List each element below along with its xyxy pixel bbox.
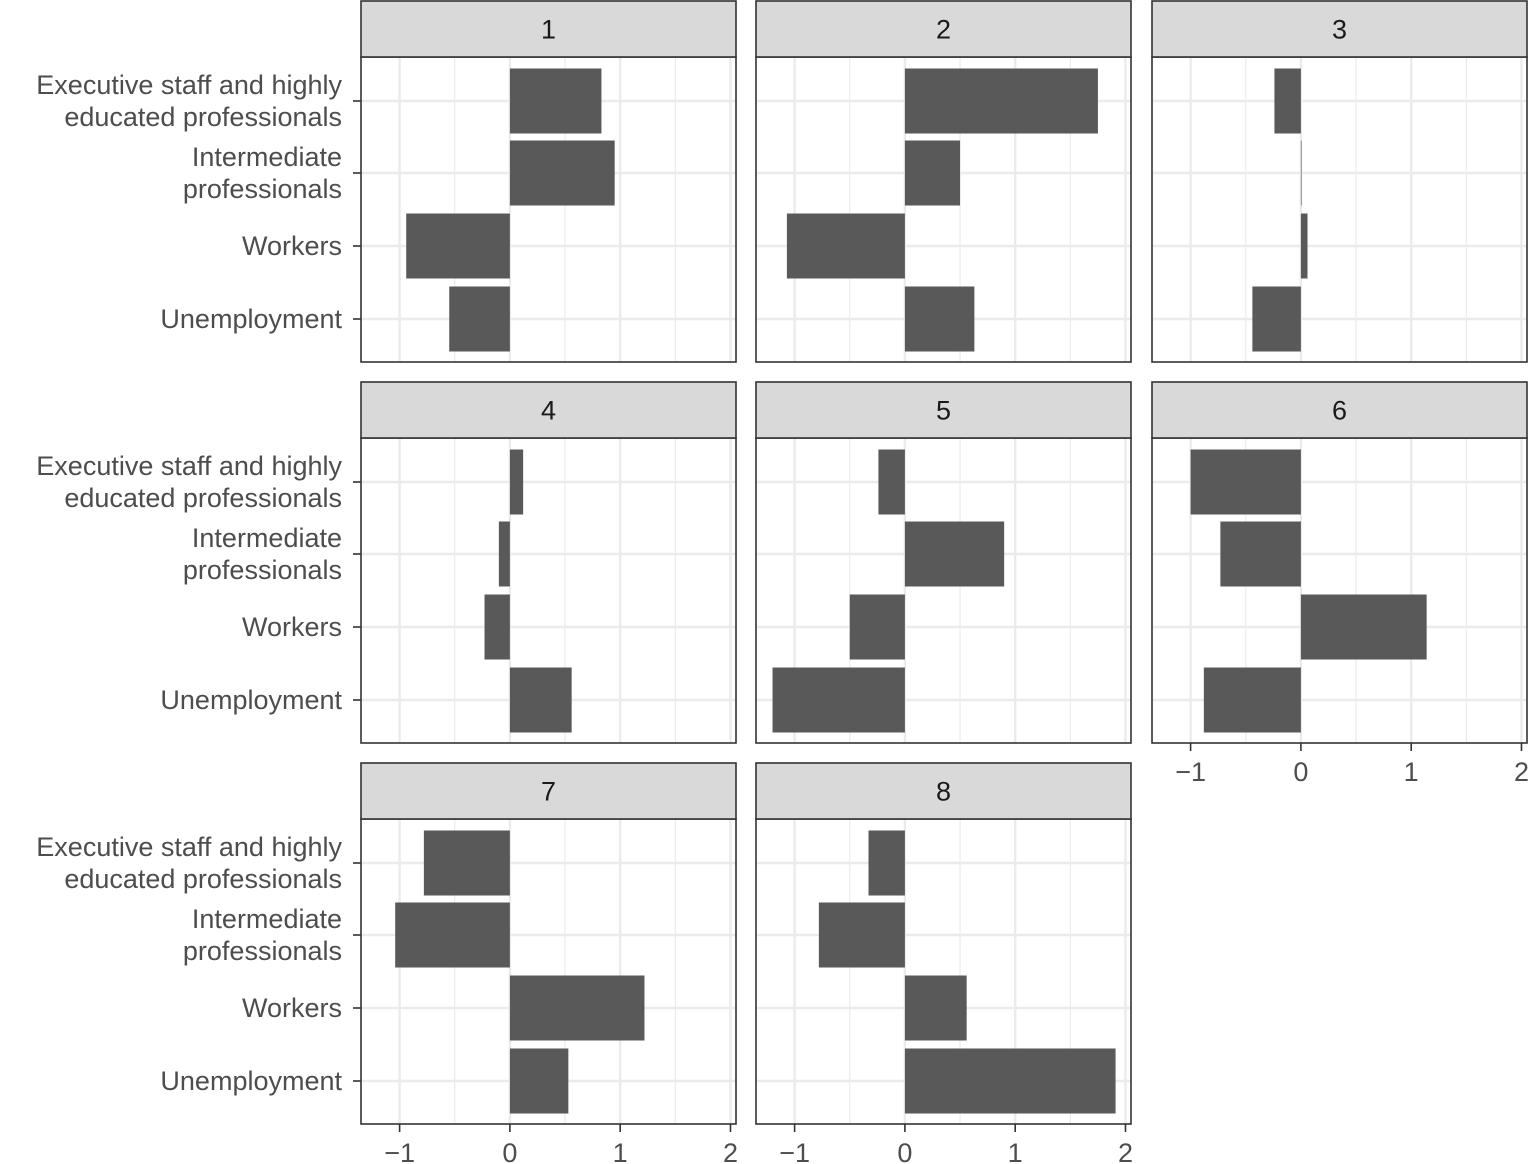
bar [904,286,975,352]
category-label: educated professionals [64,864,342,894]
x-tick-label: 0 [897,1138,912,1164]
bar [509,68,602,134]
bar [904,975,967,1041]
bar [1220,521,1301,587]
category-label: Unemployment [160,1066,342,1096]
x-tick-label: −1 [779,1138,810,1164]
bar [423,830,510,896]
category-label: professionals [183,936,342,966]
facet-strip-label: 4 [541,396,556,426]
facet-strip [360,0,737,58]
bar [395,902,510,968]
category-label: Unemployment [160,304,342,334]
facet-strip-label: 1 [541,15,556,45]
bar [1203,667,1301,733]
facet-strip [755,0,1132,58]
bar [904,140,961,206]
bar [498,521,510,587]
category-label: Intermediate [192,904,342,934]
bar [1252,286,1301,352]
facet-strip-label: 8 [936,777,951,807]
bar [449,286,510,352]
facet-strip [755,381,1132,439]
panel-background [1152,57,1527,362]
category-label: Executive staff and highly [36,451,342,481]
bar [904,1048,1116,1114]
facet-strip-label: 2 [936,15,951,45]
category-label: Intermediate [192,523,342,553]
facet-strip [755,762,1132,820]
facet-strip-label: 3 [1332,15,1347,45]
bar [509,667,572,733]
bar [509,140,615,206]
facet-strip-label: 7 [541,777,556,807]
bar [1300,594,1427,660]
x-tick-label: 1 [1008,1138,1023,1164]
bar [1300,140,1302,206]
bar [904,521,1005,587]
bar [509,1048,569,1114]
facet-strip-label: 5 [936,396,951,426]
category-label: professionals [183,174,342,204]
x-tick-label: 2 [1514,757,1529,787]
bar [1190,449,1301,515]
bar [1300,213,1308,279]
x-tick-label: 1 [1404,757,1419,787]
facet-strip [1151,0,1528,58]
category-label: educated professionals [64,102,342,132]
x-tick-label: 1 [613,1138,628,1164]
bar [786,213,905,279]
bar [818,902,905,968]
facet-strip [360,381,737,439]
facet-strip-label: 6 [1332,396,1347,426]
bar [406,213,510,279]
bar [1274,68,1301,134]
bar [484,594,510,660]
x-tick-label: −1 [384,1138,415,1164]
x-tick-label: −1 [1175,757,1206,787]
x-tick-label: 0 [502,1138,517,1164]
category-label: Workers [242,231,342,261]
bar [849,594,905,660]
bar [878,449,905,515]
bar [772,667,905,733]
bar [904,68,1098,134]
x-tick-label: 2 [723,1138,738,1164]
bar [509,449,524,515]
x-tick-label: 0 [1293,757,1308,787]
category-label: educated professionals [64,483,342,513]
x-tick-label: 2 [1118,1138,1133,1164]
category-label: Workers [242,612,342,642]
category-label: professionals [183,555,342,585]
facet-strip [360,762,737,820]
category-label: Executive staff and highly [36,70,342,100]
category-label: Workers [242,993,342,1023]
category-label: Executive staff and highly [36,832,342,862]
bar [868,830,905,896]
category-label: Intermediate [192,142,342,172]
category-label: Unemployment [160,685,342,715]
bar [509,975,645,1041]
facet-strip [1151,381,1528,439]
